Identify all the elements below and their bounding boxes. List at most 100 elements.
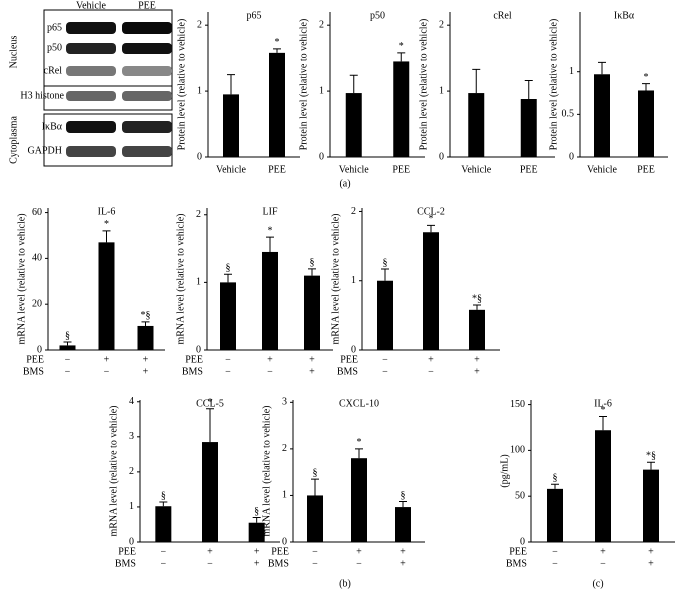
chart-title: p50: [370, 10, 385, 21]
band: [122, 66, 172, 76]
condition-value: −: [65, 354, 71, 365]
condition-value: +: [267, 354, 273, 365]
y-tick-label: 1: [196, 277, 201, 288]
group-label: Cytoplasma: [8, 116, 19, 164]
bar: [520, 99, 537, 157]
condition-name: PEE: [340, 354, 358, 365]
condition-value: +: [648, 546, 654, 557]
annotation: *: [208, 397, 213, 408]
condition-name: BMS: [506, 558, 527, 569]
y-tick-label: 0: [319, 151, 324, 162]
error-bar: [224, 273, 232, 283]
y-tick-label: 1: [282, 490, 287, 501]
chart-title: LIF: [263, 206, 278, 217]
condition-value: +: [254, 546, 260, 557]
annotation: *: [644, 72, 649, 83]
condition-name: PEE: [271, 546, 289, 557]
annotation: *: [268, 225, 273, 236]
bar: [307, 495, 323, 542]
annotation: *: [275, 37, 280, 48]
annotation: *: [429, 214, 434, 225]
row-label: IκBα: [42, 121, 63, 132]
band: [122, 146, 172, 157]
chart-title: p65: [247, 10, 262, 21]
x-tick-label: PEE: [268, 164, 286, 175]
y-tick-label: 3: [129, 431, 134, 442]
y-tick-label: 50: [515, 490, 525, 501]
y-tick-label: 2: [282, 443, 287, 454]
bar: [98, 242, 115, 350]
error-bar: [266, 236, 274, 252]
y-tick-label: 2: [129, 466, 134, 477]
error-bar: [551, 483, 559, 489]
chart-title: CCL-2: [417, 206, 445, 217]
annotation: §: [161, 490, 166, 501]
condition-value: +: [207, 546, 213, 557]
error-bar: [397, 52, 406, 62]
condition-value: −: [161, 558, 167, 569]
condition-name: BMS: [182, 366, 203, 377]
y-tick-label: 1: [351, 275, 356, 286]
y-tick-label: 150: [510, 399, 525, 410]
condition-value: −: [312, 558, 318, 569]
band: [66, 91, 116, 101]
chart-title: IL-6: [594, 398, 612, 409]
y-tick-label: 1: [129, 501, 134, 512]
error-bar: [308, 268, 316, 276]
row-label: cRel: [44, 65, 63, 76]
western-blot: Vehicle PEE p65 p50 cRel H3 histone IκBα…: [8, 0, 173, 167]
bar: [345, 93, 362, 157]
condition-value: −: [428, 366, 434, 377]
cytoplasm-frame: [43, 113, 173, 167]
condition-value: +: [143, 354, 149, 365]
y-tick-label: 2: [319, 19, 324, 30]
band: [66, 146, 116, 157]
bar: [248, 522, 265, 542]
y-tick-label: 2: [196, 209, 201, 220]
lane-label: PEE: [138, 0, 156, 11]
error-bar: [63, 341, 72, 346]
condition-value: −: [225, 354, 231, 365]
panel-label: (a): [339, 178, 350, 189]
chart-title: cRel: [493, 10, 512, 21]
x-tick-label: Vehicle: [339, 164, 370, 175]
y-tick-label: 0: [129, 536, 134, 547]
bar: [643, 469, 659, 542]
annotation: §: [226, 263, 231, 274]
x-tick-label: PEE: [520, 164, 538, 175]
error-bar: [355, 448, 363, 459]
y-tick-label: 60: [32, 207, 42, 218]
y-tick-label: 1: [319, 85, 324, 96]
band: [122, 43, 172, 54]
condition-value: +: [400, 558, 406, 569]
condition-value: −: [356, 558, 362, 569]
row-label: p65: [47, 22, 62, 33]
error-bar: [349, 74, 358, 94]
bar: [377, 280, 393, 350]
row-label: p50: [47, 42, 62, 53]
y-tick-label: 1: [197, 85, 202, 96]
y-axis-label: (pg/mL): [499, 454, 510, 487]
error-bar: [598, 61, 606, 75]
y-tick-label: 3: [282, 397, 287, 408]
error-bar: [524, 80, 533, 99]
error-bar: [273, 48, 281, 53]
y-tick-label: 40: [32, 253, 42, 264]
error-bar: [399, 500, 407, 508]
band: [122, 22, 172, 34]
condition-value: +: [428, 354, 434, 365]
y-tick-label: 0: [351, 344, 356, 355]
condition-value: −: [600, 558, 606, 569]
y-axis-label: mRNA level (relative to vehicle): [175, 213, 186, 344]
lane-label: Vehicle: [76, 0, 107, 11]
row-label: GAPDH: [28, 145, 62, 156]
x-tick-label: Vehicle: [216, 164, 247, 175]
x-tick-label: Vehicle: [461, 164, 492, 175]
annotation: §: [553, 473, 558, 484]
condition-value: −: [225, 366, 231, 377]
chart-title: IκBα: [614, 10, 635, 21]
condition-value: +: [309, 354, 315, 365]
bar: [393, 61, 410, 157]
error-bar: [311, 478, 319, 496]
band: [66, 121, 116, 133]
